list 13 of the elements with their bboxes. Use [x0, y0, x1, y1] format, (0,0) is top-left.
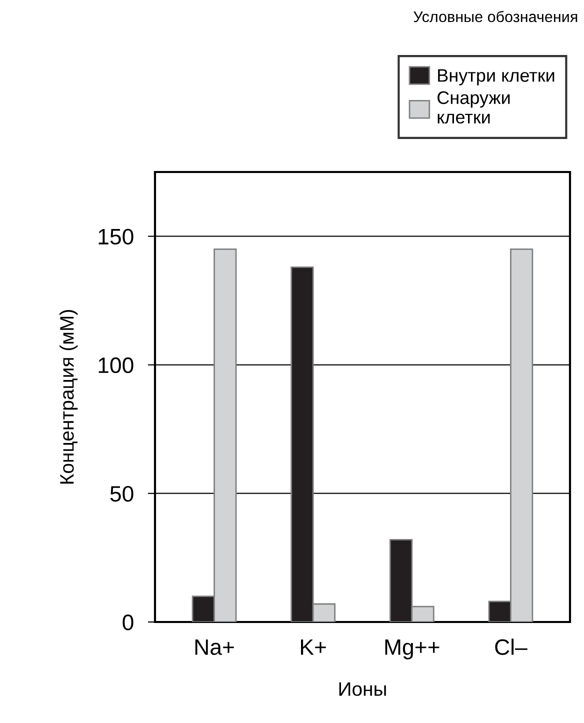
legend-label: Внутри клетки — [438, 69, 554, 86]
x-axis-title: Ионы — [339, 682, 386, 696]
x-tick-label: K+ — [301, 639, 326, 655]
x-tick-label: Mg++ — [385, 639, 440, 660]
y-tick-label: 0 — [122, 614, 134, 630]
legend-title: Условные обозначения — [414, 10, 578, 22]
y-tick-label: 50 — [110, 486, 134, 502]
x-tick-label: Na+ — [195, 639, 234, 655]
legend-label: Снаружи клетки — [438, 91, 510, 124]
y-tick-label: 150 — [98, 228, 134, 245]
y-axis-title: Концентрация (мМ) — [60, 310, 78, 484]
x-tick-label: Cl– — [495, 638, 528, 655]
y-tick-label: 100 — [98, 357, 134, 374]
